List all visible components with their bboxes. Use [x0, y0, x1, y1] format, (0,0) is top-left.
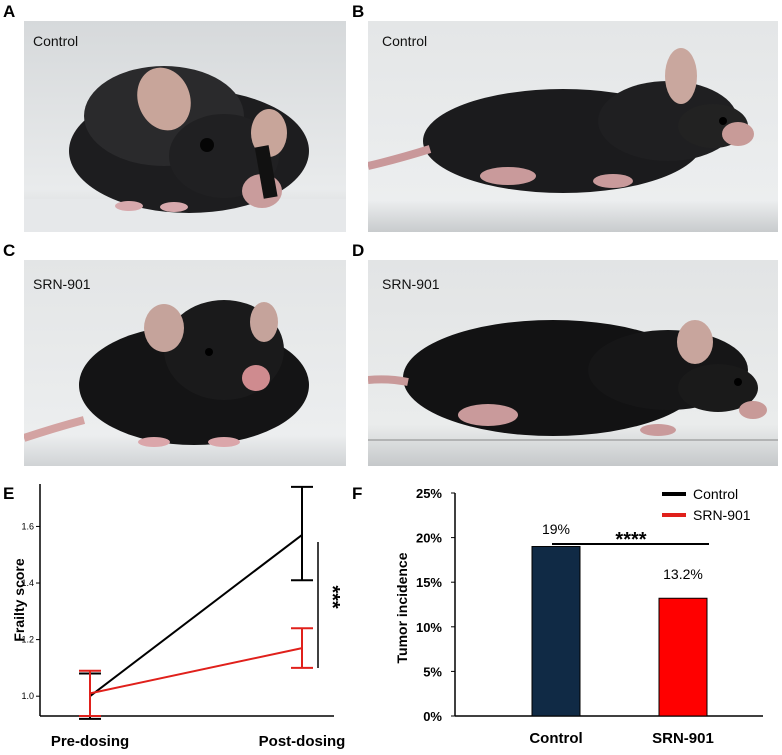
panel-letter-f: F: [352, 484, 363, 503]
data-label: 13.2%: [663, 566, 703, 582]
panel-letter-d: D: [352, 241, 365, 260]
significance-annotation: ***: [317, 542, 343, 668]
mouse-photo-control-side: [368, 21, 778, 232]
bars: [531, 546, 708, 717]
y-axis-label: Tumor incidence: [394, 552, 410, 663]
chart-tumor-incidence: Tumor incidence 0% 5% 10% 15% 20% 25% Control…: [394, 486, 763, 747]
x-tick-label: Post-dosing: [259, 733, 346, 750]
y-tick-label: 5%: [423, 664, 442, 679]
bar-control: [531, 546, 581, 717]
series-lines: [79, 485, 313, 720]
y-tick-label: 1.6: [21, 521, 34, 531]
photo-label-c: SRN-901: [33, 276, 91, 292]
panel-letter-b: B: [352, 2, 365, 21]
y-axis-label: Frailty score: [11, 558, 27, 641]
y-tick-label: 1.0: [21, 691, 34, 701]
legend: Control SRN-901: [662, 486, 751, 523]
x-tick-label: SRN-901: [652, 730, 714, 747]
y-tick-label: 1.2: [21, 635, 34, 645]
legend-entry: Control: [693, 486, 738, 502]
x-tick-labels: Control SRN-901: [529, 730, 714, 747]
y-tick-label: 15%: [416, 575, 442, 590]
photo-label-a: Control: [33, 33, 79, 49]
panel-letter-c: C: [3, 241, 16, 260]
panel-letter-e: E: [3, 484, 15, 503]
chart-frailty-score: Frailty score 1.0 1.2 1.4 1.6 Pre-dosing Pos…: [11, 484, 346, 750]
x-tick-label: Control: [529, 730, 582, 747]
bar-srn-901: [658, 597, 708, 717]
y-tick-labels: 0% 5% 10% 15% 20% 25%: [416, 486, 455, 724]
photo-label-d: SRN-901: [382, 276, 440, 292]
mouse-photo-srn901-side: [368, 260, 778, 466]
mouse-photo-srn901-front: [24, 260, 346, 466]
y-tick-labels: 1.0 1.2 1.4 1.6: [21, 521, 40, 701]
y-tick-label: 0%: [423, 709, 442, 724]
panel-letter-a: A: [3, 2, 16, 21]
series-line: [89, 534, 303, 697]
mouse-photo-control-front: [24, 21, 346, 232]
significance-stars: ***: [321, 585, 343, 609]
series-line: [89, 647, 303, 695]
bar-data-labels: 19% 13.2%: [542, 521, 703, 582]
y-tick-label: 25%: [416, 486, 442, 501]
x-tick-labels: Pre-dosing Post-dosing: [51, 733, 346, 750]
y-tick-label: 10%: [416, 620, 442, 635]
legend-entry: SRN-901: [693, 507, 751, 523]
y-tick-label: 20%: [416, 531, 442, 546]
data-label: 19%: [542, 521, 570, 537]
y-tick-label: 1.4: [21, 578, 34, 588]
significance-stars: ****: [615, 529, 646, 551]
photo-label-b: Control: [382, 33, 428, 49]
significance-annotation: ****: [552, 529, 709, 551]
x-tick-label: Pre-dosing: [51, 733, 129, 750]
